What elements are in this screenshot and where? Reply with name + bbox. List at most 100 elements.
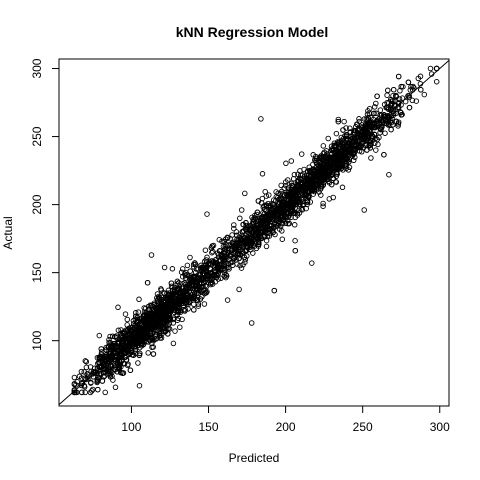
data-point (395, 121, 402, 127)
data-point (216, 265, 222, 271)
data-point (304, 168, 311, 175)
data-point (133, 342, 139, 348)
data-point (246, 230, 253, 236)
data-point (239, 229, 245, 235)
data-point (191, 301, 197, 308)
x-tick-label: 150 (199, 420, 219, 434)
data-point (208, 245, 215, 251)
data-point (345, 137, 351, 143)
data-point (158, 299, 165, 306)
data-point (302, 190, 309, 197)
data-point (133, 313, 139, 319)
data-point (79, 389, 85, 396)
data-point (344, 156, 350, 162)
data-point (115, 327, 122, 334)
data-point (280, 191, 287, 197)
data-point (89, 371, 96, 377)
data-point (370, 110, 377, 117)
data-point (107, 374, 114, 380)
data-point (185, 306, 191, 312)
data-point (231, 225, 237, 232)
data-point (255, 198, 262, 204)
data-point (259, 227, 266, 233)
data-point (162, 318, 168, 324)
data-point (179, 285, 186, 292)
data-point (371, 104, 378, 110)
data-point (250, 219, 257, 225)
data-point (166, 308, 172, 315)
data-point (217, 248, 223, 254)
data-point (148, 252, 155, 258)
data-point (98, 349, 105, 355)
data-point (257, 217, 264, 224)
data-point (83, 358, 90, 365)
data-point (96, 354, 103, 361)
data-point (313, 155, 320, 162)
data-point (288, 197, 295, 203)
data-point (99, 354, 106, 361)
data-point (378, 112, 385, 118)
data-point (158, 287, 165, 293)
data-point (82, 389, 88, 396)
data-point (275, 205, 281, 212)
data-point (361, 116, 368, 122)
data-point (223, 273, 230, 279)
data-point (243, 219, 249, 226)
data-point (194, 280, 200, 287)
data-point (294, 178, 301, 185)
data-point (135, 309, 142, 315)
reference-line (58, 59, 450, 406)
data-point (389, 98, 396, 104)
data-point (288, 180, 295, 187)
data-point (329, 171, 336, 178)
data-point (192, 261, 199, 267)
data-point (120, 370, 127, 376)
data-point (256, 241, 262, 248)
data-point (285, 177, 291, 183)
data-point (105, 344, 112, 350)
data-point (141, 305, 147, 311)
data-point (182, 286, 189, 292)
data-point (325, 164, 331, 170)
data-point (202, 289, 209, 296)
data-point (299, 202, 306, 209)
data-point (271, 287, 278, 294)
data-point (410, 83, 416, 90)
data-point (176, 304, 182, 310)
data-point (95, 374, 101, 381)
data-point (166, 295, 173, 301)
data-point (335, 118, 342, 125)
data-point (333, 130, 340, 137)
data-point (175, 315, 182, 322)
data-point (288, 158, 295, 164)
data-point (159, 300, 165, 307)
data-point (194, 275, 200, 282)
data-point (373, 100, 379, 107)
data-point (359, 122, 365, 128)
data-point (117, 352, 123, 359)
data-point (165, 317, 171, 324)
data-point (319, 183, 325, 190)
data-point (183, 285, 190, 291)
data-point (144, 279, 151, 286)
data-point (71, 380, 78, 387)
data-point (174, 278, 181, 285)
data-point (393, 93, 400, 100)
data-point (262, 188, 268, 195)
data-point (248, 320, 255, 326)
data-point (146, 326, 153, 332)
data-point (255, 239, 261, 245)
data-point (238, 240, 244, 247)
data-point (307, 176, 313, 182)
data-point (381, 101, 388, 108)
data-point (368, 155, 374, 161)
data-point (328, 181, 335, 188)
data-point (345, 167, 352, 173)
data-point (98, 346, 105, 352)
data-point (137, 337, 144, 344)
data-point (161, 264, 168, 271)
data-point (249, 239, 255, 246)
data-point (155, 324, 162, 330)
data-point (212, 278, 219, 285)
data-point (274, 216, 281, 223)
